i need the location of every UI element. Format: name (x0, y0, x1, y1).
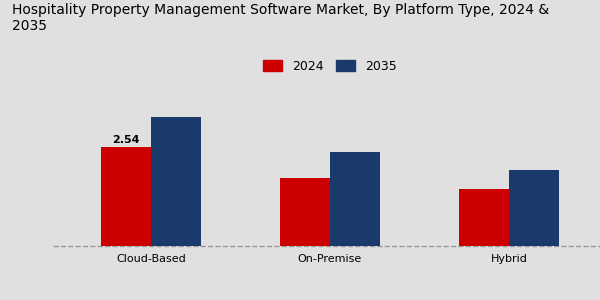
Bar (509, 170, 559, 246)
Legend: 2024, 2035: 2024, 2035 (259, 55, 401, 77)
Bar (459, 190, 509, 246)
Bar (101, 147, 151, 246)
Text: 2.54: 2.54 (112, 135, 140, 145)
Bar (280, 178, 330, 246)
Text: Hospitality Property Management Software Market, By Platform Type, 2024 &
2035: Hospitality Property Management Software… (12, 3, 549, 33)
Bar (330, 152, 380, 246)
Bar (151, 117, 201, 246)
